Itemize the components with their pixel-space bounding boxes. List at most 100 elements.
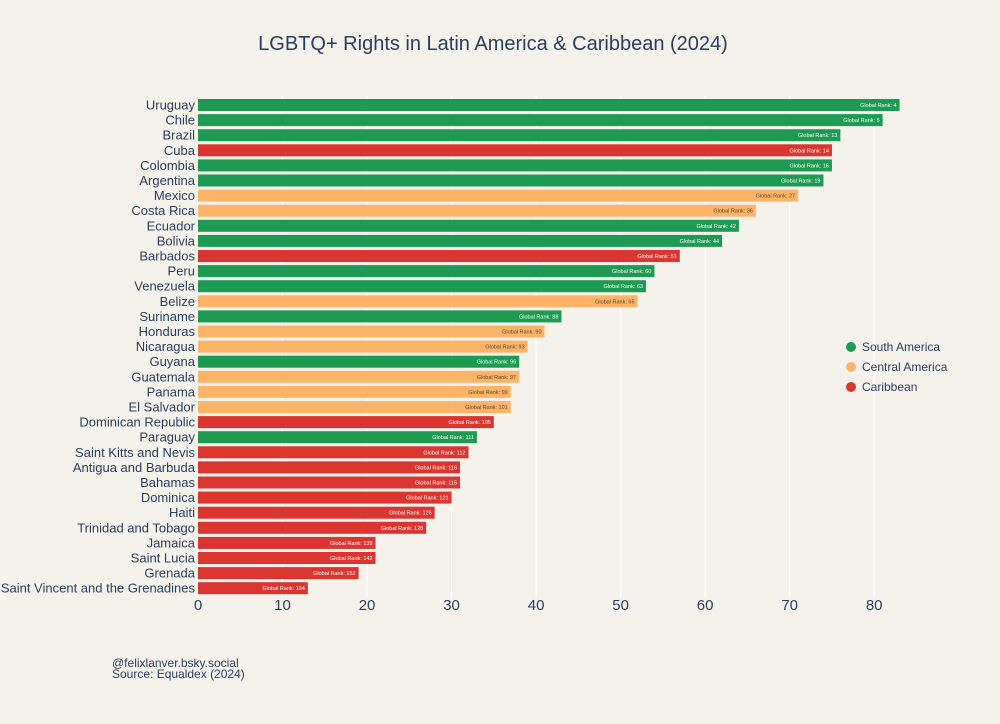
y-tick-label: Saint Kitts and Nevis: [75, 445, 195, 460]
bar[interactable]: [198, 144, 832, 157]
bar[interactable]: [198, 491, 452, 504]
y-axis-labels: UruguayChileBrazilCubaColombiaArgentinaM…: [1, 98, 196, 596]
bar[interactable]: [198, 401, 511, 413]
bar[interactable]: [198, 310, 562, 323]
y-tick-label: Honduras: [139, 324, 196, 339]
bar[interactable]: [198, 506, 435, 519]
legend-label: Central America: [862, 360, 948, 374]
bar[interactable]: [198, 370, 520, 383]
bar[interactable]: [198, 461, 461, 474]
x-tick-label: 50: [612, 597, 629, 614]
bar[interactable]: [198, 114, 883, 127]
bar[interactable]: [198, 129, 841, 142]
legend-marker-caribbean: [846, 382, 856, 392]
bar-data-label: Global Rank: 27: [756, 194, 795, 200]
bar-data-label: Global Rank: 51: [637, 254, 676, 260]
bar[interactable]: [198, 416, 494, 429]
bar[interactable]: [198, 476, 461, 489]
bar[interactable]: [198, 521, 427, 534]
bar-data-label: Global Rank: 97: [477, 375, 516, 381]
bar-data-label: Global Rank: 14: [789, 148, 828, 154]
y-tick-label: Brazil: [162, 128, 195, 143]
legend: South America Central America Caribbean: [846, 337, 947, 397]
bar-data-label: Global Rank: 4: [860, 103, 896, 109]
y-tick-label: Nicaragua: [136, 339, 196, 354]
x-tick-label: 10: [274, 597, 291, 614]
y-tick-label: Jamaica: [147, 535, 196, 550]
y-tick-label: Argentina: [139, 173, 195, 188]
bar[interactable]: [198, 567, 359, 580]
bar[interactable]: [198, 250, 680, 262]
bar-data-label: Global Rank: 42: [696, 224, 735, 230]
bar[interactable]: [198, 234, 723, 247]
bar[interactable]: [198, 446, 469, 459]
bar-data-label: Global Rank: 16: [789, 163, 828, 169]
bar-data-label: Global Rank: 13: [798, 133, 837, 139]
y-tick-label: Costa Rica: [131, 203, 195, 218]
y-tick-label: Paraguay: [139, 430, 195, 445]
x-tick-label: 20: [359, 597, 376, 614]
legend-item-caribbean[interactable]: Caribbean: [846, 377, 947, 397]
y-tick-label: Uruguay: [146, 98, 196, 113]
legend-marker-central-america: [846, 362, 856, 372]
y-tick-label: Peru: [168, 264, 195, 279]
bar-data-label: Global Rank: 142: [330, 556, 373, 562]
bar[interactable]: [198, 189, 799, 202]
bar[interactable]: [198, 325, 545, 338]
bar[interactable]: [198, 159, 832, 172]
bar[interactable]: [198, 582, 308, 595]
bar-data-label: Global Rank: 63: [604, 284, 643, 290]
bar[interactable]: [198, 431, 477, 444]
bar-data-label: Global Rank: 93: [485, 345, 524, 351]
legend-marker-south-america: [846, 342, 856, 352]
y-tick-label: Antigua and Barbuda: [73, 460, 196, 475]
bar-data-label: Global Rank: 90: [502, 330, 541, 336]
legend-item-central-america[interactable]: Central America: [846, 357, 947, 377]
bar[interactable]: [198, 355, 520, 368]
bar[interactable]: [198, 99, 900, 111]
bar[interactable]: [198, 219, 739, 232]
legend-item-south-america[interactable]: South America: [846, 337, 947, 357]
x-tick-label: 0: [194, 597, 202, 614]
bar[interactable]: [198, 174, 824, 187]
bar[interactable]: [198, 552, 376, 564]
bar-data-label: Global Rank: 128: [381, 526, 424, 532]
bars: Global Rank: 4 Global Rank: 5 Global Rank:…: [198, 99, 900, 595]
y-tick-label: Panama: [147, 384, 196, 399]
bar-data-label: Global Rank: 60: [612, 269, 651, 275]
bar[interactable]: [198, 536, 376, 549]
y-tick-label: Grenada: [144, 566, 195, 581]
legend-label: South America: [862, 340, 941, 354]
y-tick-label: Barbados: [139, 249, 195, 264]
y-tick-label: Bolivia: [157, 233, 196, 248]
bar[interactable]: [198, 265, 655, 278]
y-tick-label: Trinidad and Tobago: [77, 520, 195, 535]
y-tick-label: Suriname: [139, 309, 195, 324]
bar-data-label: Global Rank: 44: [680, 239, 719, 245]
bar-data-label: Global Rank: 65: [595, 299, 634, 305]
bar[interactable]: [198, 340, 528, 353]
bar-data-label: Global Rank: 105: [448, 420, 491, 426]
y-tick-label: Venezuela: [134, 279, 195, 294]
bar-data-label: Global Rank: 19: [781, 179, 820, 185]
footer-source: Source: Equaldex (2024): [112, 667, 245, 681]
y-tick-label: Dominica: [141, 490, 196, 505]
bar-data-label: Global Rank: 152: [313, 571, 356, 577]
y-tick-label: Cuba: [164, 143, 196, 158]
y-tick-label: Chile: [165, 113, 195, 128]
y-tick-label: Belize: [160, 294, 195, 309]
bar[interactable]: [198, 295, 638, 308]
bar[interactable]: [198, 204, 756, 217]
bar-data-label: Global Rank: 139: [330, 541, 373, 547]
y-tick-label: Saint Lucia: [131, 551, 196, 566]
bar-data-label: Global Rank: 126: [389, 511, 432, 517]
bar[interactable]: [198, 280, 646, 293]
bar[interactable]: [198, 385, 511, 398]
bar-data-label: Global Rank: 164: [262, 586, 305, 592]
x-tick-label: 30: [443, 597, 460, 614]
bar-data-label: Global Rank: 111: [432, 435, 474, 441]
bar-data-label: Global Rank: 36: [713, 209, 752, 215]
y-tick-label: Guatemala: [131, 369, 195, 384]
bar-data-label: Global Rank: 112: [423, 450, 465, 456]
